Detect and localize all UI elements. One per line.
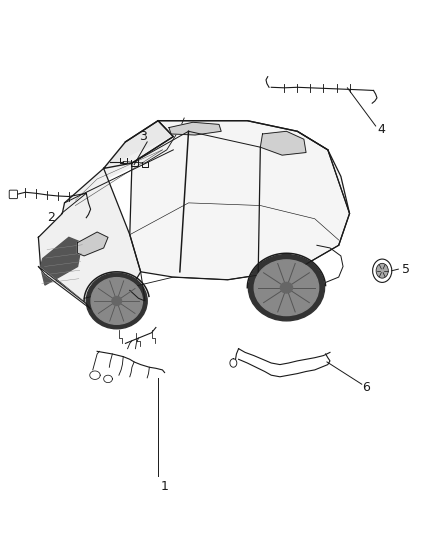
Polygon shape [62,136,173,214]
Polygon shape [39,168,141,304]
Ellipse shape [91,278,142,324]
Text: 4: 4 [377,123,385,136]
Polygon shape [260,131,306,155]
Ellipse shape [86,273,147,329]
Text: 3: 3 [139,130,147,143]
Text: 6: 6 [362,381,370,394]
Polygon shape [104,120,173,168]
Ellipse shape [280,282,293,293]
Polygon shape [41,237,82,285]
Polygon shape [169,122,221,135]
Circle shape [373,259,392,282]
Text: 2: 2 [47,211,55,224]
Text: 1: 1 [161,480,169,493]
Ellipse shape [254,260,319,316]
Ellipse shape [248,255,325,321]
Text: 5: 5 [402,263,410,276]
Circle shape [376,263,389,278]
Ellipse shape [112,296,121,305]
Polygon shape [39,266,91,309]
FancyBboxPatch shape [9,190,18,199]
Polygon shape [130,120,350,280]
Polygon shape [78,232,108,256]
